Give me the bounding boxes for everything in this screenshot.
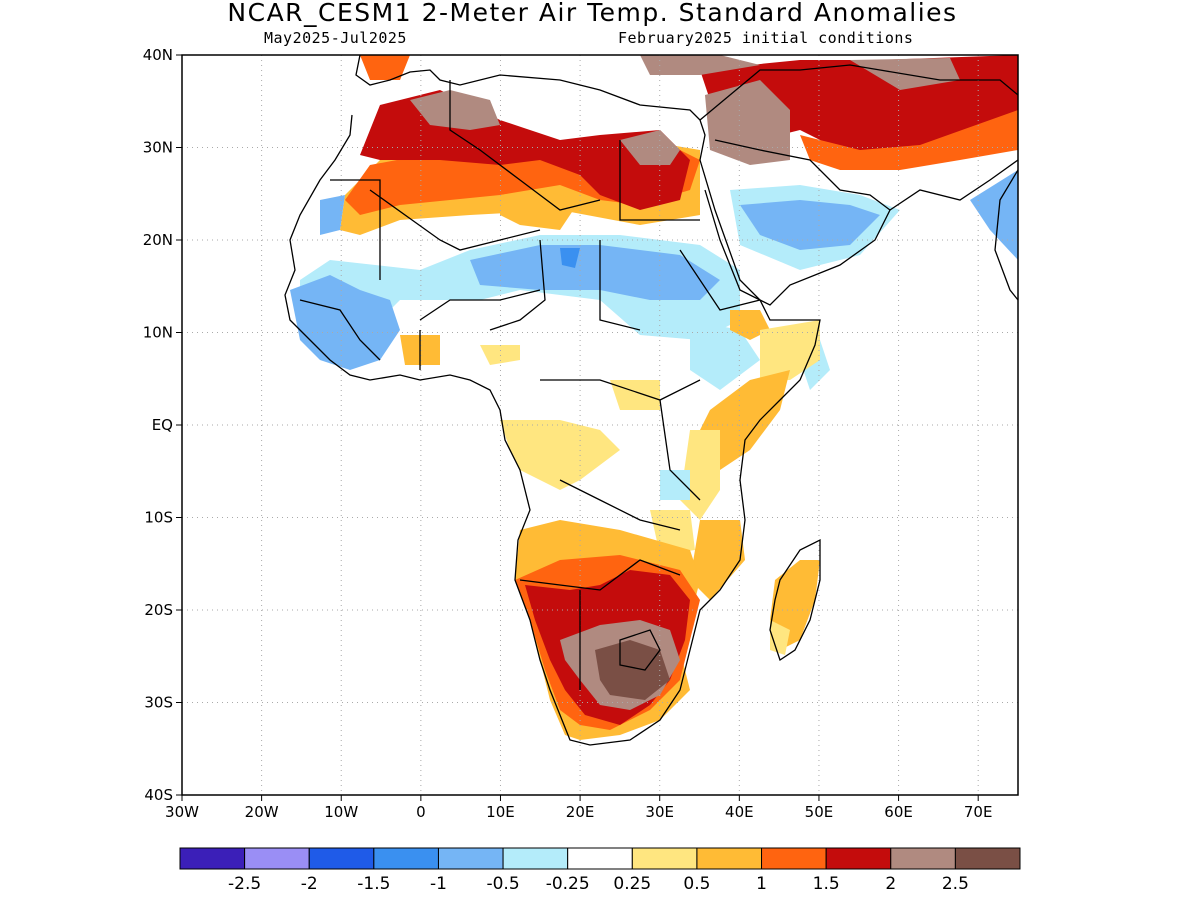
tick-label-lat: 40N	[143, 46, 173, 64]
tick-label-lon: 70E	[964, 803, 993, 821]
colorbar-label: 1	[756, 874, 767, 894]
tick-label-lat: 30N	[143, 139, 173, 157]
tick-label-lon: 10W	[324, 803, 358, 821]
colorbar-label: -1.5	[357, 874, 390, 894]
colorbar-swatch	[761, 847, 827, 870]
tick-label-lon: 10E	[486, 803, 515, 821]
colorbar-label: 2	[885, 874, 896, 894]
tick-label-lat: 20S	[144, 601, 173, 619]
tick-label-lon: 20W	[245, 803, 279, 821]
forecast-period: May2025-Jul2025	[264, 29, 407, 47]
tick-label-lat: EQ	[152, 416, 173, 434]
tick-label-lat: 10N	[143, 324, 173, 342]
tick-label-lat: 40S	[144, 786, 173, 804]
tick-label-lon: 50E	[805, 803, 834, 821]
colorbar-label: 2.5	[942, 874, 969, 894]
colorbar-swatch	[437, 847, 504, 870]
colorbar-label: -1	[430, 874, 447, 894]
tick-label-lat: 10S	[144, 509, 173, 527]
tick-label-lon: 30W	[165, 803, 199, 821]
anomaly-shading	[290, 55, 1018, 740]
colorbar-swatch	[890, 847, 956, 870]
tick-label-lon: 0	[416, 803, 426, 821]
map-gridlines	[182, 55, 1018, 795]
colorbar-label: -0.25	[546, 874, 590, 894]
colorbar-label: 0.25	[613, 874, 651, 894]
colorbar-swatch	[373, 847, 439, 870]
tick-label-lat: 30S	[144, 694, 173, 712]
colorbar-swatch	[825, 847, 892, 870]
colorbar-swatch	[631, 847, 698, 870]
tick-label-lon: 40E	[725, 803, 754, 821]
map-axes: 30W 20W 10W 0 10E 20E 30E 40E 50E 60E 70E 40N 30N 20N…	[143, 46, 993, 821]
tick-label-lon: 20E	[566, 803, 595, 821]
colorbar-swatch	[244, 847, 310, 870]
colorbar-swatch	[179, 847, 246, 870]
initial-conditions: February2025 initial conditions	[618, 29, 914, 47]
tick-label-lon: 60E	[884, 803, 913, 821]
coastlines	[284, 55, 1018, 746]
colorbar-label: -2.5	[228, 874, 261, 894]
colorbar-label: 1.5	[813, 874, 840, 894]
colorbar-swatch	[696, 847, 763, 870]
colorbar-swatch	[567, 847, 633, 870]
colorbar-label: -0.5	[486, 874, 519, 894]
colorbar-legend: -2.5 -2 -1.5 -1 -0.5 -0.25 0.25 0.5 1 1.5 2 2.5	[179, 847, 1021, 894]
colorbar-label: -2	[301, 874, 318, 894]
colorbar-swatch	[308, 847, 375, 870]
colorbar-swatch	[502, 847, 569, 870]
tick-label-lon: 30E	[645, 803, 674, 821]
colorbar-swatch	[954, 847, 1021, 870]
colorbar-label: 0.5	[683, 874, 710, 894]
tick-label-lat: 20N	[143, 231, 173, 249]
map-title: NCAR_CESM1 2-Meter Air Temp. Standard An…	[227, 0, 958, 27]
